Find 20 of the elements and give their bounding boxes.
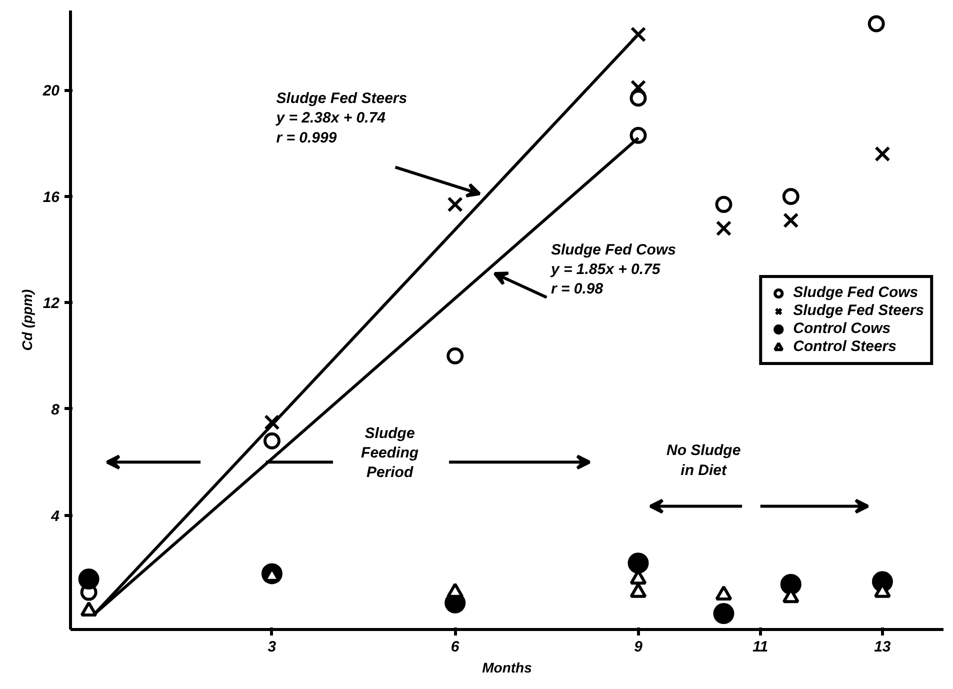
y-tick-label: 20 xyxy=(42,82,60,100)
legend-label: Control Cows xyxy=(793,320,891,338)
y-tick-label: 12 xyxy=(42,295,60,312)
y-tick-label: 16 xyxy=(42,188,60,206)
y-tick-label: 8 xyxy=(51,402,60,418)
x-tick-label: 13 xyxy=(874,638,892,656)
annotation: Sludge Feeding Period xyxy=(361,424,419,482)
x-tick-label: 9 xyxy=(634,638,644,656)
annotation: No Sludge in Diet xyxy=(666,442,741,479)
x-tick-label: 3 xyxy=(268,638,277,656)
legend-label: Control Steers xyxy=(793,338,896,356)
y-axis-title: Cd (ppm) xyxy=(18,288,35,351)
annotation: Sludge Fed Steers y = 2.38x + 0.74 r = 0.999 xyxy=(275,90,408,146)
annotation: Sludge Fed Cows y = 1.85x + 0.75 r = 0.98 xyxy=(550,242,676,298)
x-tick-label: 11 xyxy=(752,638,768,656)
x-tick-label: 6 xyxy=(450,638,460,656)
x-axis-title: Months xyxy=(482,660,532,676)
y-tick-label: 4 xyxy=(50,508,60,525)
legend-label: Sludge Fed Cows xyxy=(793,284,918,302)
legend-label: Sludge Fed Steers xyxy=(793,302,924,320)
